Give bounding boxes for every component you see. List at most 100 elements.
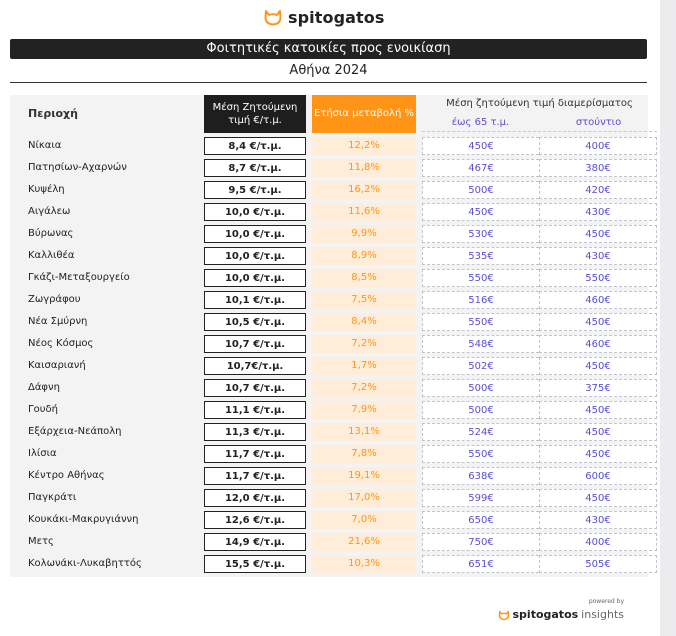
studio-cell: 600€: [539, 467, 657, 485]
table-row: Πατησίων-Αχαρνών 8,7 €/τ.μ. 11,8% 467€ 380€: [10, 159, 657, 181]
change-cell: 8,4%: [312, 313, 416, 331]
header-price-line2: τιμή €/τ.μ.: [228, 115, 282, 126]
price-cell: 14,9 €/τ.μ.: [204, 533, 306, 551]
infographic-card: spitogatos Φοιτητικές κατοικίες προς ενο…: [10, 7, 657, 621]
upto65-cell: 550€: [422, 313, 539, 331]
price-cell: 8,7 €/τ.μ.: [204, 159, 306, 177]
table-row: Νέα Σμύρνη 10,5 €/τ.μ. 8,4% 550€ 450€: [10, 313, 657, 335]
upto65-cell: 550€: [422, 269, 539, 287]
price-cell: 11,3 €/τ.μ.: [204, 423, 306, 441]
upto65-cell: 650€: [422, 511, 539, 529]
change-cell: 1,7%: [312, 357, 416, 375]
table-row: Νίκαια 8,4 €/τ.μ. 12,2% 450€ 400€: [10, 137, 657, 159]
table-row: Καλλιθέα 10,0 €/τ.μ. 8,9% 535€ 430€: [10, 247, 657, 269]
studio-cell: 450€: [539, 313, 657, 331]
change-cell: 8,5%: [312, 269, 416, 287]
area-cell: Παγκράτι: [28, 492, 77, 503]
change-cell: 10,3%: [312, 555, 416, 573]
table-row: Νέος Κόσμος 10,7 €/τ.μ. 7,2% 548€ 460€: [10, 335, 657, 357]
upto65-cell: 638€: [422, 467, 539, 485]
table-row: Ζωγράφου 10,1 €/τ.μ. 7,5% 516€ 460€: [10, 291, 657, 313]
change-cell: 11,8%: [312, 159, 416, 177]
area-cell: Κέντρο Αθήνας: [28, 470, 105, 481]
price-cell: 10,7 €/τ.μ.: [204, 335, 306, 353]
area-cell: Νέος Κόσμος: [28, 338, 94, 349]
studio-cell: 460€: [539, 291, 657, 309]
studio-cell: 450€: [539, 423, 657, 441]
table-row: Καισαριανή 10,7€/τ.μ. 1,7% 502€ 450€: [10, 357, 657, 379]
table-row: Κέντρο Αθήνας 11,7 €/τ.μ. 19,1% 638€ 600€: [10, 467, 657, 489]
cat-icon: [264, 10, 282, 26]
price-cell: 12,6 €/τ.μ.: [204, 511, 306, 529]
studio-cell: 420€: [539, 181, 657, 199]
studio-cell: 550€: [539, 269, 657, 287]
change-cell: 11,6%: [312, 203, 416, 221]
price-cell: 15,5 €/τ.μ.: [204, 555, 306, 573]
table-row: Κολωνάκι-Λυκαβηττός 15,5 €/τ.μ. 10,3% 651€ 5…: [10, 555, 657, 577]
upto65-cell: 530€: [422, 225, 539, 243]
studio-cell: 430€: [539, 511, 657, 529]
footer-wordmark: spitogatos: [512, 608, 579, 621]
upto65-cell: 550€: [422, 445, 539, 463]
area-cell: Γουδή: [28, 404, 58, 415]
studio-cell: 460€: [539, 335, 657, 353]
area-cell: Ζωγράφου: [28, 294, 81, 305]
table-row: Εξάρχεια-Νεάπολη 11,3 €/τ.μ. 13,1% 524€ 450€: [10, 423, 657, 445]
studio-cell: 450€: [539, 401, 657, 419]
upto65-cell: 548€: [422, 335, 539, 353]
cat-icon: [498, 610, 509, 620]
area-cell: Καλλιθέα: [28, 250, 75, 261]
price-cell: 10,5 €/τ.μ.: [204, 313, 306, 331]
studio-cell: 375€: [539, 379, 657, 397]
area-cell: Νίκαια: [28, 140, 62, 151]
studio-cell: 380€: [539, 159, 657, 177]
change-cell: 7,0%: [312, 511, 416, 529]
studio-cell: 450€: [539, 357, 657, 375]
price-cell: 8,4 €/τ.μ.: [204, 137, 306, 155]
area-cell: Δάφνη: [28, 382, 60, 393]
area-cell: Γκάζι-Μεταξουργείο: [28, 272, 130, 283]
change-cell: 19,1%: [312, 467, 416, 485]
upto65-cell: 450€: [422, 203, 539, 221]
area-cell: Ιλίσια: [28, 448, 57, 459]
upto65-cell: 516€: [422, 291, 539, 309]
studio-cell: 450€: [539, 489, 657, 507]
divider: [10, 82, 647, 83]
header-upto65: έως 65 τ.μ.: [451, 117, 510, 128]
powered-by-label: powered by: [588, 598, 624, 605]
table-row: Κυψέλη 9,5 €/τ.μ. 16,2% 500€ 420€: [10, 181, 657, 203]
area-cell: Κολωνάκι-Λυκαβηττός: [28, 558, 142, 569]
upto65-cell: 599€: [422, 489, 539, 507]
price-cell: 10,7 €/τ.μ.: [204, 379, 306, 397]
area-cell: Κυψέλη: [28, 184, 65, 195]
footer-branding: powered by spitogatos insights: [498, 598, 624, 621]
price-cell: 10,0 €/τ.μ.: [204, 203, 306, 221]
upto65-cell: 750€: [422, 533, 539, 551]
change-cell: 16,2%: [312, 181, 416, 199]
table-row: Αιγάλεω 10,0 €/τ.μ. 11,6% 450€ 430€: [10, 203, 657, 225]
studio-cell: 450€: [539, 445, 657, 463]
studio-cell: 430€: [539, 247, 657, 265]
page-title: Φοιτητικές κατοικίες προς ενοικίαση: [10, 39, 647, 59]
price-cell: 10,1 €/τ.μ.: [204, 291, 306, 309]
table-row: Γκάζι-Μεταξουργείο 10,0 €/τ.μ. 8,5% 550€ 550…: [10, 269, 657, 291]
upto65-cell: 450€: [422, 137, 539, 155]
area-cell: Εξάρχεια-Νεάπολη: [28, 426, 122, 437]
logo-wordmark: spitogatos: [288, 7, 385, 27]
price-cell: 11,1 €/τ.μ.: [204, 401, 306, 419]
change-cell: 8,9%: [312, 247, 416, 265]
upto65-cell: 467€: [422, 159, 539, 177]
area-cell: Μετς: [28, 536, 54, 547]
area-cell: Κουκάκι-Μακρυγιάννη: [28, 514, 139, 525]
change-cell: 13,1%: [312, 423, 416, 441]
header-studio: στούντιο: [575, 117, 622, 128]
price-cell: 12,0 €/τ.μ.: [204, 489, 306, 507]
price-cell: 10,0 €/τ.μ.: [204, 247, 306, 265]
upto65-cell: 651€: [422, 555, 539, 573]
footer-insights: insights: [581, 608, 624, 621]
change-cell: 7,2%: [312, 335, 416, 353]
scrollbar-track[interactable]: [660, 0, 676, 636]
table-row: Παγκράτι 12,0 €/τ.μ. 17,0% 599€ 450€: [10, 489, 657, 511]
studio-cell: 450€: [539, 225, 657, 243]
table-row: Γουδή 11,1 €/τ.μ. 7,9% 500€ 450€: [10, 401, 657, 423]
